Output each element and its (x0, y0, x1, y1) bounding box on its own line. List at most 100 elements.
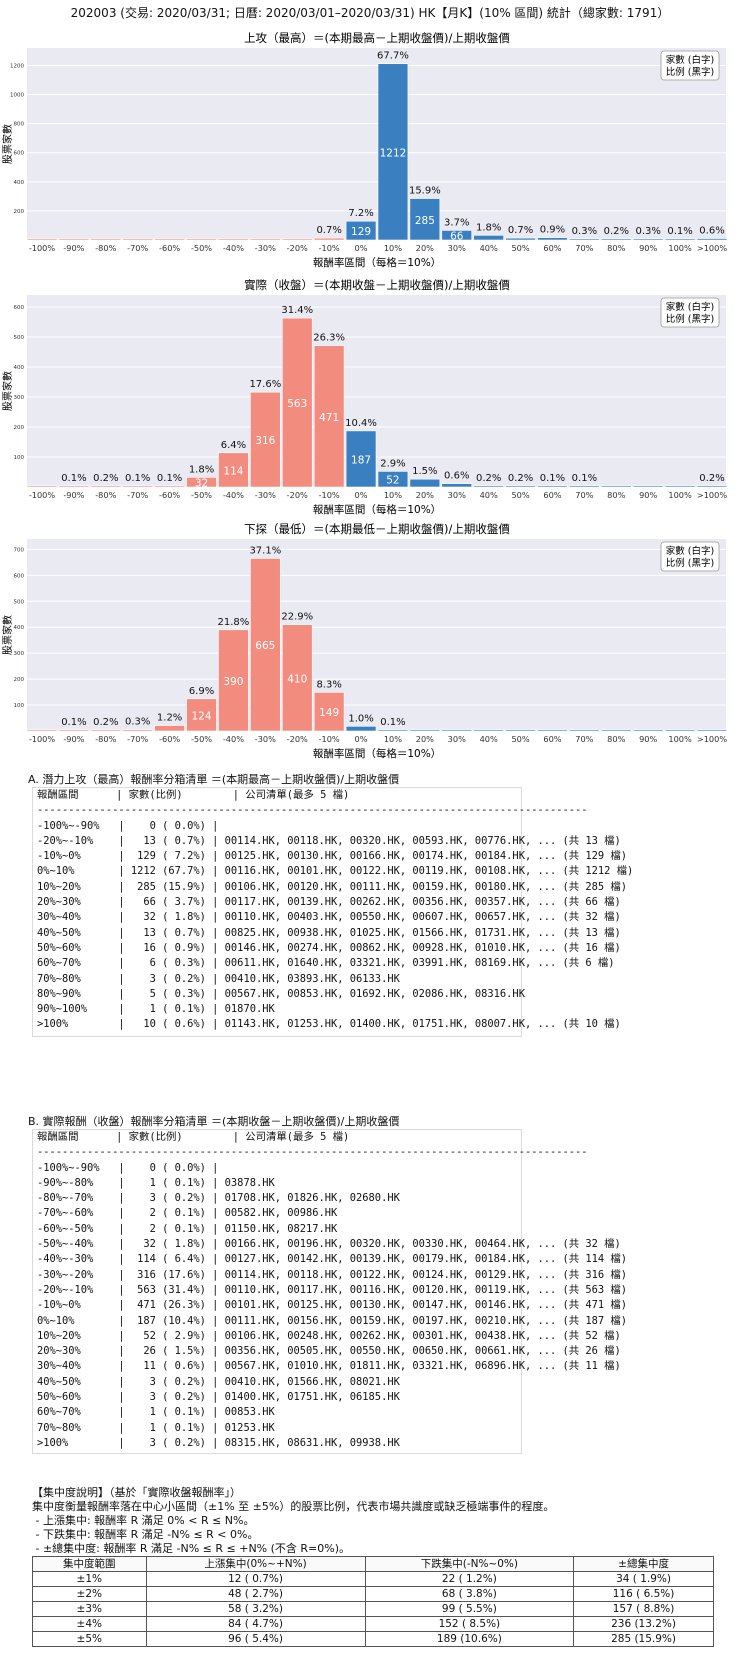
concentration-cell: 189 (10.6%) (364, 1631, 575, 1647)
y-tick-label: 300 (14, 651, 25, 657)
x-tick-label: 40% (480, 490, 498, 500)
chart-title: 下探（最低）＝(本期最低－上期收盤價)/上期收盤價 (244, 522, 510, 536)
y-tick-label: 600 (14, 151, 25, 157)
x-tick-label: -30% (255, 243, 276, 253)
x-tick-label: 90% (639, 490, 657, 500)
x-tick-label: 60% (543, 243, 561, 253)
bar (696, 729, 728, 732)
x-axis-label: 報酬率區間（每格＝10%） (313, 747, 441, 760)
x-tick-label: 40% (480, 734, 498, 744)
bar (696, 238, 728, 241)
x-tick-label: 90% (639, 734, 657, 744)
table-line: 60%~70% | 6 ( 0.3%) | 00611.HK, 01640.HK… (37, 957, 615, 970)
chart-title: 上攻（最高）＝(本期最高－上期收盤價)/上期收盤價 (244, 31, 510, 45)
bar (186, 477, 217, 488)
bar (409, 478, 441, 488)
x-tick-label: 100% (668, 734, 692, 744)
table-row: ±2% 48 ( 2.7%) 68 ( 3.8%) 116 ( 6.5%) (32, 1586, 714, 1602)
x-axis-label: 報酬率區間（每格＝10%） (313, 503, 441, 516)
concentration-cell: 157 ( 8.8%) (573, 1601, 714, 1617)
bar-pct-label: 0.2% (93, 717, 118, 728)
table-line: 報酬區間 | 家數(比例) | 公司清單(最多 5 檔) (37, 1131, 350, 1143)
x-tick-label: 80% (607, 734, 625, 744)
bar-pct-label: 0.1% (61, 473, 86, 484)
table-line: 80%~90% | 5 ( 0.3%) | 00567.HK, 00853.HK… (37, 987, 525, 1000)
bar-pct-label: 0.1% (380, 717, 405, 728)
concentration-cell: 84 ( 4.7%) (145, 1616, 366, 1632)
x-tick-label: -20% (287, 490, 308, 500)
table-line: 30%~40% | 32 ( 1.8%) | 00110.HK, 00403.H… (37, 911, 621, 924)
x-tick-label: -40% (223, 734, 244, 744)
x-tick-label: -70% (127, 734, 148, 744)
bar (313, 345, 345, 488)
bar-pct-label: 0.1% (125, 473, 150, 484)
bar-pct-label: 0.1% (157, 473, 182, 484)
x-tick-label: -20% (287, 243, 308, 253)
table-a-box: 報酬區間 | 家數(比例) | 公司清單(最多 5 檔) ------------… (32, 787, 633, 1037)
y-tick-label: 1200 (10, 63, 24, 69)
bar-count-label: 52 (386, 475, 399, 487)
bar-pct-label: 1.5% (412, 466, 437, 477)
concentration-line: - ±總集中度: 報酬率 R 滿足 -N% ≤ R ≤ +N% (不含 R=0%… (32, 1542, 351, 1555)
y-axis-label: 股票家數 (1, 371, 14, 411)
concentration-cell: 99 ( 5.5%) (364, 1601, 575, 1617)
bar (218, 629, 249, 732)
bar (537, 729, 568, 732)
x-tick-label: 100% (668, 490, 692, 500)
bar-pct-label: 6.4% (221, 440, 246, 451)
chart-upside-high: 上攻（最高）＝(本期最高－上期收盤價)/上期收盤價 200 400 600 800 100… (1, 31, 728, 269)
table-row: ±1% 12 ( 0.7%) 22 ( 1.2%) 34 ( 1.9%) (32, 1571, 714, 1587)
bar (154, 725, 185, 732)
plot-area (27, 295, 726, 487)
concentration-cell: ±1% (32, 1571, 147, 1587)
bar-pct-label: 0.1% (572, 473, 597, 484)
y-tick-label: 1000 (10, 93, 24, 99)
concentration-cell: ±2% (32, 1586, 147, 1602)
x-tick-label: 0% (355, 490, 368, 500)
legend-box (660, 50, 720, 81)
bar-pct-label: 0.3% (125, 717, 150, 728)
bar (537, 237, 568, 241)
bar (377, 729, 409, 732)
x-tick-label: -60% (159, 734, 180, 744)
bar (122, 238, 153, 241)
legend: 家數 (白字)比例 (黑字) (660, 297, 720, 328)
table-line: -50%~-40% | 32 ( 1.8%) | 00166.HK, 00196… (37, 1238, 621, 1251)
concentration-cell: 58 ( 3.2%) (145, 1601, 366, 1617)
x-tick-label: -60% (159, 490, 180, 500)
bar-pct-label: 0.3% (635, 226, 660, 237)
bar-count-label: 187 (351, 454, 371, 466)
page-title: 202003 (交易: 2020/03/31; 日曆: 2020/03/01–2… (70, 6, 670, 20)
bar (313, 692, 345, 732)
concentration-cell: ±4% (32, 1616, 147, 1632)
bar (569, 238, 600, 241)
table-row: ±3% 58 ( 3.2%) 99 ( 5.5%) 157 ( 8.8%) (32, 1601, 714, 1617)
table-line: 50%~60% | 3 ( 0.2%) | 01400.HK, 01751.HK… (37, 1391, 400, 1404)
x-tick-label: 50% (511, 490, 529, 500)
bar (90, 485, 122, 488)
concentration-cell: ±5% (32, 1631, 147, 1647)
concentration-cell: 116 ( 6.5%) (573, 1586, 714, 1602)
x-tick-label: -40% (223, 243, 244, 253)
concentration-line: - 下跌集中: 報酬率 R 滿足 -N% ≤ R < 0%。 (32, 1528, 259, 1541)
bar-count-label: 149 (319, 707, 339, 719)
bar (186, 698, 217, 732)
x-tick-label: -70% (127, 243, 148, 253)
table-line: -100%~-90% | 0 ( 0.0%) | (37, 1161, 219, 1174)
bar-pct-label: 0.6% (444, 471, 469, 482)
plot-area (27, 48, 726, 240)
table-line: 30%~40% | 11 ( 0.6%) | 00567.HK, 01010.H… (37, 1360, 621, 1373)
bar (90, 729, 122, 732)
table-line: >100% | 3 ( 0.2%) | 08315.HK, 08631.HK, … (37, 1436, 400, 1449)
x-tick-label: -90% (63, 734, 84, 744)
bar-pct-label: 31.4% (281, 305, 313, 316)
legend-text: 比例 (黑字) (666, 66, 714, 78)
bar-count-label: 471 (319, 412, 339, 424)
bar-count-label: 285 (415, 215, 435, 227)
chart-actual-close: 實際（收盤）＝(本期收盤－上期收盤價)/上期收盤價 100 200 300 400 500… (1, 278, 728, 516)
bar (696, 485, 728, 488)
bar (122, 485, 153, 488)
concentration-header-cell: 下跌集中(-N%~0%) (364, 1556, 575, 1572)
bar-pct-label: 0.7% (508, 225, 533, 236)
table-line: -100%~-90% | 0 ( 0.0%) | (37, 819, 219, 832)
